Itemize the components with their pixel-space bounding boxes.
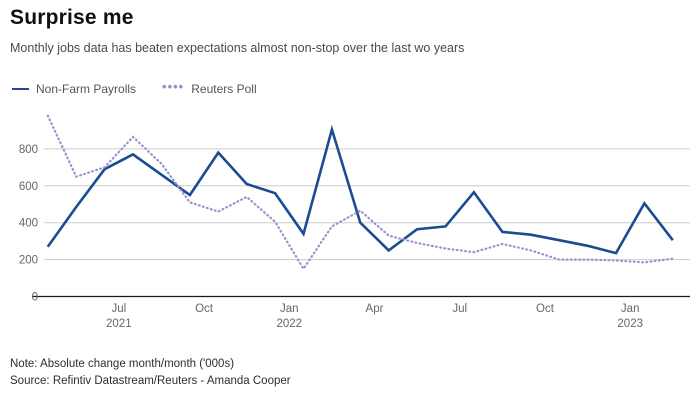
page-title: Surprise me xyxy=(10,6,134,29)
poll-line xyxy=(46,114,674,271)
chart-note: Note: Absolute change month/month ('000s… xyxy=(10,358,235,370)
y-tick-label: 200 xyxy=(19,255,38,267)
x-tick-label: Oct xyxy=(195,303,214,315)
y-tick-label: 800 xyxy=(19,144,38,156)
line-chart: 0 200 400 600 800 Jul 2021 Oct Jan 2022 Apr Jul Oct J… xyxy=(19,114,690,330)
y-tick-label: 0 xyxy=(32,292,38,304)
y-tick-label: 600 xyxy=(19,181,38,193)
legend-label-poll: Reuters Poll xyxy=(191,82,257,96)
x-tick-year-label: 2023 xyxy=(617,318,643,330)
chart-footnotes: Note: Absolute change month/month ('000s… xyxy=(10,356,291,390)
x-tick-label: Jan xyxy=(621,303,640,315)
x-tick-label: Apr xyxy=(366,303,384,315)
y-tick-label: 400 xyxy=(19,218,38,230)
x-tick-label: Oct xyxy=(536,303,555,315)
x-tick-year-label: 2022 xyxy=(276,318,302,330)
legend-item-poll: •••• Reuters Poll xyxy=(162,79,257,96)
dotted-line-icon: •••• xyxy=(162,79,185,94)
legend-item-nfp: Non-Farm Payrolls xyxy=(12,82,136,96)
x-tick-label: Jul xyxy=(452,303,467,315)
legend-label-nfp: Non-Farm Payrolls xyxy=(36,82,137,96)
chart-legend: Non-Farm Payrolls •••• Reuters Poll xyxy=(12,79,257,96)
x-tick-label: Jan xyxy=(280,303,299,315)
x-tick-year-label: 2021 xyxy=(106,318,132,330)
chart-source: Source: Refintiv Datastream/Reuters - Am… xyxy=(10,375,291,387)
solid-line-icon xyxy=(12,88,29,90)
x-tick-label: Jul xyxy=(111,303,126,315)
chart-subtitle: Monthly jobs data has beaten expectation… xyxy=(10,41,465,55)
nfp-line xyxy=(46,124,674,255)
